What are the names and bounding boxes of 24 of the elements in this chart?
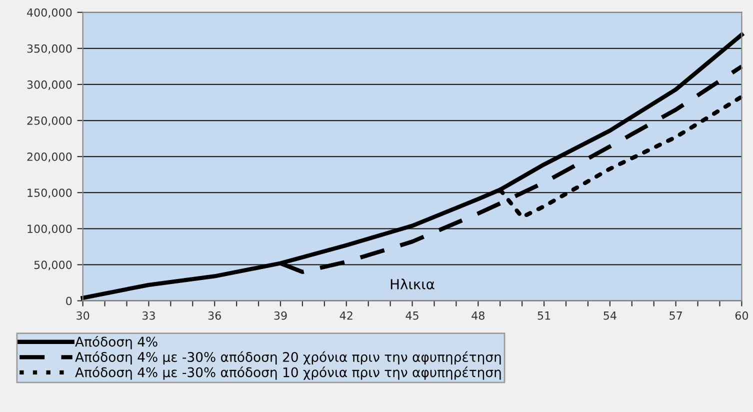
y-tick-label: 400,000	[27, 8, 72, 18]
legend-label: Απόδοση 4%	[75, 336, 158, 350]
x-tick-label: 42	[340, 311, 352, 320]
x-tick-label: 33	[142, 311, 155, 320]
x-tick-label: 60	[735, 311, 748, 320]
x-tick-label: 39	[274, 311, 287, 320]
y-tick-label: 250,000	[27, 116, 72, 126]
y-tick-label: 150,000	[28, 188, 72, 198]
x-tick-label: 45	[406, 312, 418, 320]
y-tick-label: 100,000	[28, 224, 72, 234]
x-tick-label: 48	[472, 311, 484, 320]
x-tick-label: 57	[670, 312, 682, 320]
x-axis-title: Ηλικια	[390, 278, 434, 290]
legend-label: Απόδοση 4% με -30% απόδοση 10 χρόνια πριν την αφυπηρέτηση	[75, 366, 501, 380]
x-tick-label: 51	[538, 312, 550, 320]
legend-label: Απόδοση 4% με -30% απόδοση 20 χρόνια πριν την αφυπηρέτηση	[75, 351, 501, 365]
x-tick-label: 54	[604, 312, 616, 320]
x-tick-label: 36	[208, 311, 221, 320]
y-tick-label: 50,000	[34, 260, 72, 270]
y-tick-label: 200,000	[27, 152, 72, 162]
y-tick-label: 0	[66, 296, 72, 306]
y-tick-label: 300,000	[27, 80, 72, 90]
x-tick-label: 30	[76, 311, 90, 320]
y-tick-label: 350,000	[27, 44, 72, 54]
